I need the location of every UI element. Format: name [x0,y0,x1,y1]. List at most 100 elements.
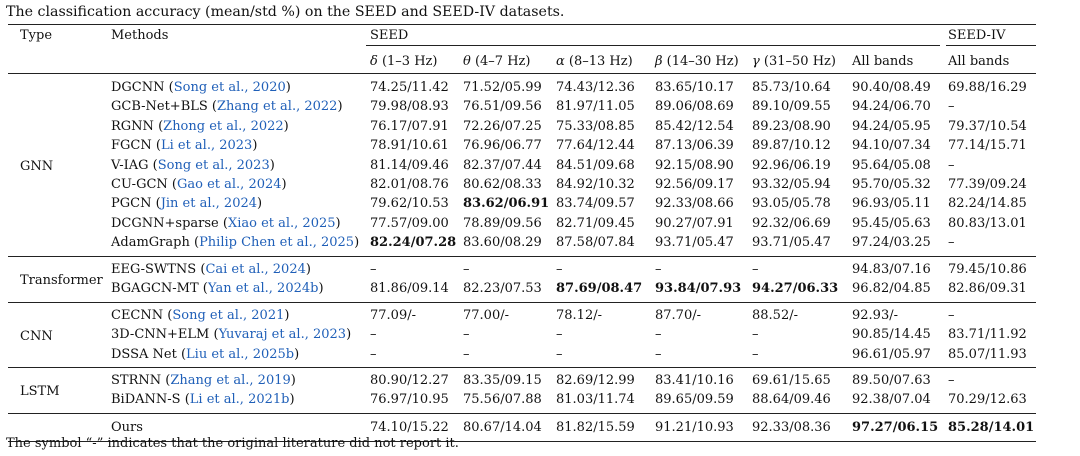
value-cell: 91.21/10.93 [655,420,734,435]
band-symbol: β [655,54,663,69]
value-cell: 92.33/08.66 [655,196,734,212]
value-cell: 75.33/08.85 [556,118,635,134]
value-cell: 96.82/04.85 [852,281,931,297]
citation-link[interactable]: Yuvaraj et al., 2023 [218,327,347,343]
table-rule [8,256,1036,257]
value-cell: – [556,346,563,362]
header-seed: SEED [370,28,409,43]
citation-link[interactable]: Cai et al., 2024 [205,262,306,277]
citation-link[interactable]: Gao et al., 2024 [177,177,282,192]
header-seed-iv: SEED-IV [948,28,1006,43]
value-cell: – [948,157,955,173]
value-cell: 77.14/15.71 [948,138,1027,154]
group-type-transformer: Transformer [20,273,103,289]
value-cell: 82.23/07.53 [463,281,542,297]
method-label: V-IAG [111,157,149,173]
citation-link[interactable]: Li et al., 2023 [160,138,253,154]
citation-link[interactable]: Xiao et al., 2025 [227,215,336,231]
value-cell: 82.71/09.45 [556,215,635,231]
citation-link[interactable]: Jin et al., 2024 [160,196,258,212]
citation-link[interactable]: Philip Chen et al., 2025 [199,235,355,251]
value-cell: 81.97/11.05 [556,99,635,115]
value-cell: 77.39/09.24 [948,177,1027,192]
citation-link[interactable]: Zhang et al., 2019 [170,373,291,388]
value-cell: – [370,262,377,277]
value-cell: 89.65/09.59 [655,392,734,408]
value-cell: 79.37/10.54 [948,118,1027,134]
method-name: DSSA Net (Liu et al., 2025b) [111,346,300,362]
citation-link[interactable]: Yan et al., 2024b [207,281,319,297]
value-cell: 85.07/11.93 [948,346,1027,362]
group-type-cnn: CNN [20,329,53,345]
method-label: CECNN [111,308,164,323]
method-name: CECNN (Song et al., 2021) [111,308,290,323]
value-cell: 84.51/09.68 [556,157,635,173]
value-cell: 83.74/09.57 [556,196,635,212]
table-rule [366,45,940,46]
value-cell: 71.52/05.99 [463,80,542,95]
method-name: PGCN (Jin et al., 2024) [111,196,263,212]
value-cell: 92.15/08.90 [655,157,734,173]
band-range: (8–13 Hz) [564,54,633,69]
method-name: AdamGraph (Philip Chen et al., 2025) [111,235,360,251]
citation-link[interactable]: Liu et al., 2025b [186,346,295,362]
header-type: Type [20,28,53,43]
value-cell: 85.28/14.01 [948,420,1035,435]
value-cell: – [752,346,759,362]
value-cell: 93.05/05.78 [752,196,831,212]
header-band-2: α (8–13 Hz) [556,54,633,70]
table-rule [8,413,1036,414]
value-cell: 76.97/10.95 [370,392,449,408]
value-cell: 93.71/05.47 [655,235,734,251]
band-symbol: α [556,54,565,69]
method-label: DCGNN+sparse [111,215,219,231]
method-name: DCGNN+sparse (Xiao et al., 2025) [111,215,341,231]
citation-link[interactable]: Zhong et al., 2022 [163,118,284,134]
method-label: CU-GCN [111,177,168,192]
value-cell: 89.10/09.55 [752,99,831,115]
value-cell: 92.33/08.36 [752,420,831,435]
citation-link[interactable]: Song et al., 2021 [172,308,285,323]
citation-link[interactable]: Song et al., 2023 [157,157,270,173]
band-symbol: γ [752,54,760,69]
value-cell: 96.61/05.97 [852,346,931,362]
band-range: (31–50 Hz) [759,54,836,69]
band-symbol: θ [463,54,471,69]
value-cell: 83.62/06.91 [463,196,550,212]
value-cell: 94.10/07.34 [852,138,931,154]
value-cell: 93.84/07.93 [655,281,742,297]
method-name: V-IAG (Song et al., 2023) [111,157,275,173]
value-cell: 85.42/12.54 [655,118,734,134]
value-cell: 74.10/15.22 [370,420,449,435]
value-cell: – [556,262,563,277]
citation-link[interactable]: Li et al., 2021b [189,392,290,408]
method-label: EEG-SWTNS [111,262,197,277]
method-name: BGAGCN-MT (Yan et al., 2024b) [111,281,324,297]
table-rule [8,302,1036,303]
header-band-3: β (14–30 Hz) [655,54,739,70]
value-cell: 87.70/- [655,308,701,323]
value-cell: 83.65/10.17 [655,80,734,95]
header-all-bands: All bands [852,54,914,69]
value-cell: 76.96/06.77 [463,138,542,154]
table-rule [8,367,1036,368]
method-name: RGNN (Zhong et al., 2022) [111,118,289,134]
method-name: FGCN (Li et al., 2023) [111,138,258,154]
value-cell: 69.61/15.65 [752,373,831,388]
value-cell: 74.25/11.42 [370,80,449,95]
value-cell: 94.24/05.95 [852,118,931,134]
value-cell: 94.27/06.33 [752,281,839,297]
value-cell: – [655,327,662,343]
value-cell: – [655,262,662,277]
value-cell: 82.69/12.99 [556,373,635,388]
citation-link[interactable]: Zhang et al., 2022 [217,99,338,115]
value-cell: 89.50/07.63 [852,373,931,388]
citation-link[interactable]: Song et al., 2020 [173,80,286,95]
value-cell: 87.13/06.39 [655,138,734,154]
value-cell: – [752,262,759,277]
value-cell: 97.24/03.25 [852,235,931,251]
value-cell: – [752,327,759,343]
value-cell: – [463,262,470,277]
method-name: Ours [111,420,143,436]
value-cell: 77.64/12.44 [556,138,635,154]
